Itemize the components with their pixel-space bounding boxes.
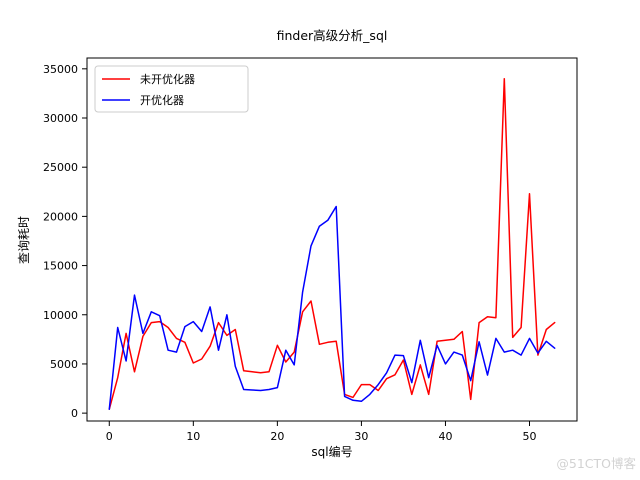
legend-label-no-optimizer: 未开优化器 [140,72,195,86]
x-tick-label: 30 [354,430,368,443]
y-tick-label: 35000 [43,63,78,76]
series-line-未开优化器 [108,77,556,410]
series-lines [108,77,556,410]
y-axis-title: 查询耗时 [17,216,31,264]
y-axis-ticks: 0 5000 10000 15000 20000 25000 30000 35000 [43,63,87,420]
x-tick-label: 50 [523,430,537,443]
y-tick-label: 15000 [43,260,78,273]
x-tick-label: 10 [186,430,200,443]
y-tick-label: 10000 [43,309,78,322]
watermark: @51CTO博客 [556,456,636,471]
chart-title: finder高级分析_sql [277,28,388,43]
x-axis-ticks: 0 10 20 30 40 50 [106,421,537,443]
legend: 未开优化器 开优化器 [94,65,249,113]
x-tick-label: 0 [106,430,113,443]
y-tick-label: 0 [71,407,78,420]
axes-frame [86,57,578,422]
y-tick-label: 25000 [43,161,78,174]
series-line-开优化器 [108,205,556,410]
y-tick-label: 20000 [43,210,78,223]
legend-box [94,65,249,113]
plot-area [87,58,577,421]
x-tick-label: 40 [438,430,452,443]
y-tick-label: 5000 [50,358,78,371]
y-tick-label: 30000 [43,112,78,125]
legend-label-optimizer: 开优化器 [140,93,184,107]
x-tick-label: 20 [270,430,284,443]
x-axis-title: sql编号 [311,444,352,459]
